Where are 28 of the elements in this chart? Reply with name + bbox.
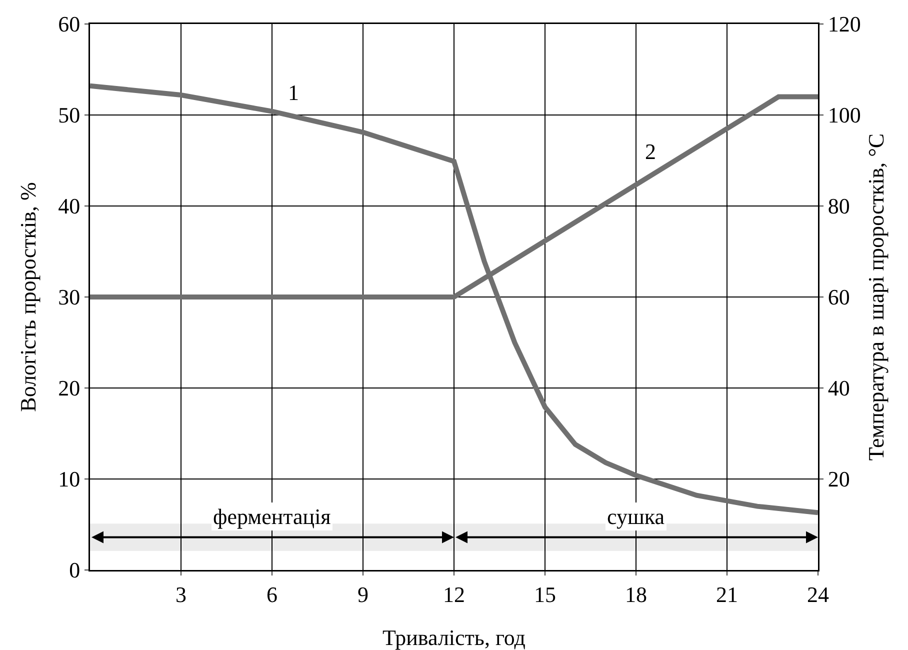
y-tick-label: 60 — [58, 12, 80, 37]
band-label: ферментація — [213, 504, 331, 529]
series-label: 2 — [645, 139, 656, 164]
y2-axis-title: Температура в шарі проростків, °C — [864, 133, 888, 461]
x-tick-label: 12 — [443, 582, 465, 607]
x-tick-label: 15 — [534, 582, 556, 607]
series-label: 1 — [288, 80, 299, 105]
y2-tick-label: 20 — [828, 466, 850, 492]
y2-tick-label: 60 — [828, 284, 850, 310]
y2-tick-label: 80 — [828, 194, 850, 219]
x-tick-label: 24 — [807, 582, 829, 607]
x-tick-label: 18 — [625, 582, 647, 607]
band-label: сушка — [607, 504, 665, 529]
x-tick-label: 9 — [358, 582, 368, 607]
y-tick-label: 50 — [58, 102, 80, 128]
x-tick-label: 21 — [716, 582, 738, 607]
y2-tick-label: 100 — [828, 102, 861, 128]
y2-tick-label: 40 — [828, 376, 850, 401]
y-tick-label: 30 — [58, 284, 80, 310]
x-axis-title: Тривалість, год — [382, 625, 526, 650]
y2-tick-label: 120 — [828, 12, 861, 37]
x-tick-label: 3 — [176, 582, 186, 607]
y-axis-title: Вологість проростків, % — [16, 182, 40, 412]
y-tick-label: 0 — [69, 558, 80, 583]
x-tick-label: 6 — [266, 582, 278, 607]
y-tick-label: 40 — [58, 194, 80, 219]
y-tick-label: 20 — [58, 376, 80, 401]
y-tick-label: 10 — [58, 466, 80, 492]
